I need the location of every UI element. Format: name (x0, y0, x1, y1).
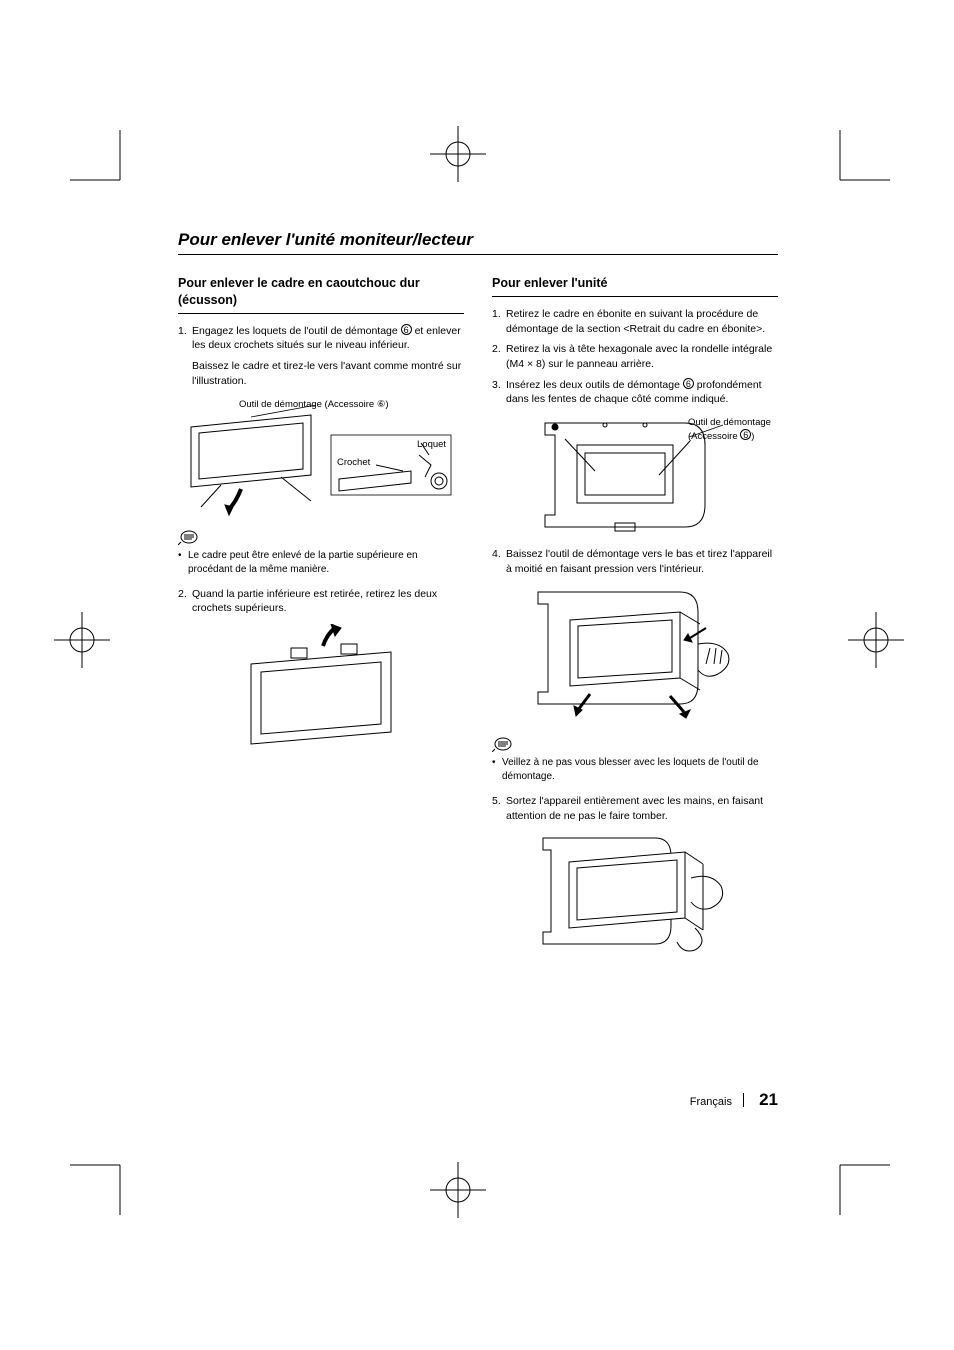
step-text: Baissez l'outil de démontage vers le bas… (506, 547, 778, 576)
two-column-layout: Pour enlever le cadre en caoutchouc dur … (178, 275, 778, 974)
crop-mark-mid-left (52, 610, 112, 670)
note-text: Veillez à ne pas vous blesser avec les l… (502, 756, 778, 784)
left-note-1: • Le cadre peut être enlevé de la partie… (178, 549, 464, 577)
accessory-ref-icon: 6 (401, 324, 412, 335)
step-number: 1. (178, 324, 192, 353)
section-title: Pour enlever l'unité moniteur/lecteur (178, 230, 778, 255)
crop-mark-bottom-center (428, 1160, 488, 1220)
accessory-ref-icon: 6 (683, 378, 694, 389)
bullet-dot: • (178, 549, 188, 577)
accessory-ref-icon: 6 (740, 429, 751, 440)
left-heading: Pour enlever le cadre en caoutchouc dur … (178, 275, 464, 314)
crop-mark-bottom-left (70, 1145, 140, 1215)
figure-remove-upper-hooks (178, 624, 464, 754)
left-step-1: 1. Engagez les loquets de l'outil de dém… (178, 324, 464, 353)
crop-mark-top-left (70, 130, 140, 200)
note-icon (492, 736, 778, 752)
figure-pull-full (492, 832, 778, 962)
step-text: Retirez la vis à tête hexagonale avec la… (506, 342, 778, 371)
footer-page-number: 21 (759, 1090, 778, 1109)
right-step-1: 1. Retirez le cadre en ébonite en suivan… (492, 307, 778, 336)
right-step-4: 4. Baissez l'outil de démontage vers le … (492, 547, 778, 576)
page-footer: Français 21 (178, 1090, 778, 1110)
crop-mark-top-center (428, 124, 488, 184)
figure-remove-frame: Outil de démontage (Accessoire ⑥) Loq (178, 397, 464, 517)
figure-pull-half (492, 584, 778, 724)
left-step-2: 2. Quand la partie inférieure est retiré… (178, 587, 464, 616)
bullet-dot: • (492, 756, 502, 784)
step-text: Engagez les loquets de l'outil de démont… (192, 324, 464, 353)
right-heading: Pour enlever l'unité (492, 275, 778, 297)
step-number: 2. (178, 587, 192, 616)
crop-mark-top-right (820, 130, 890, 200)
right-column: Pour enlever l'unité 1. Retirez le cadre… (492, 275, 778, 974)
svg-text:Crochet: Crochet (337, 457, 371, 468)
right-note-1: • Veillez à ne pas vous blesser avec les… (492, 756, 778, 784)
step-number: 5. (492, 794, 506, 823)
page-content: Pour enlever l'unité moniteur/lecteur Po… (178, 230, 778, 974)
step-number: 1. (492, 307, 506, 336)
footer-separator (743, 1093, 744, 1107)
svg-text:Outil de démontage (Accessoire: Outil de démontage (Accessoire ⑥) (239, 399, 389, 410)
svg-text:Loquet: Loquet (417, 439, 446, 450)
left-step-1b: Baissez le cadre et tirez-le vers l'avan… (192, 359, 464, 388)
step-text: Retirez le cadre en ébonite en suivant l… (506, 307, 778, 336)
crop-mark-mid-right (846, 610, 906, 670)
right-step-2: 2. Retirez la vis à tête hexagonale avec… (492, 342, 778, 371)
note-icon (178, 529, 464, 545)
step-number: 2. (492, 342, 506, 371)
right-step-3: 3. Insérez les deux outils de démontage … (492, 378, 778, 407)
step-number: 3. (492, 378, 506, 407)
note-text: Le cadre peut être enlevé de la partie s… (188, 549, 464, 577)
footer-language: Français (690, 1096, 732, 1108)
step-number: 4. (492, 547, 506, 576)
right-step-5: 5. Sortez l'appareil entièrement avec le… (492, 794, 778, 823)
figure-insert-tools: Outil de démontage (Accessoire 6) (492, 415, 778, 535)
left-column: Pour enlever le cadre en caoutchouc dur … (178, 275, 464, 974)
callout-tool: Outil de démontage (Accessoire 6) (688, 417, 788, 444)
step-text: Sortez l'appareil entièrement avec les m… (506, 794, 778, 823)
step-text: Insérez les deux outils de démontage 6 p… (506, 378, 778, 407)
crop-mark-bottom-right (820, 1145, 890, 1215)
step-text: Quand la partie inférieure est retirée, … (192, 587, 464, 616)
